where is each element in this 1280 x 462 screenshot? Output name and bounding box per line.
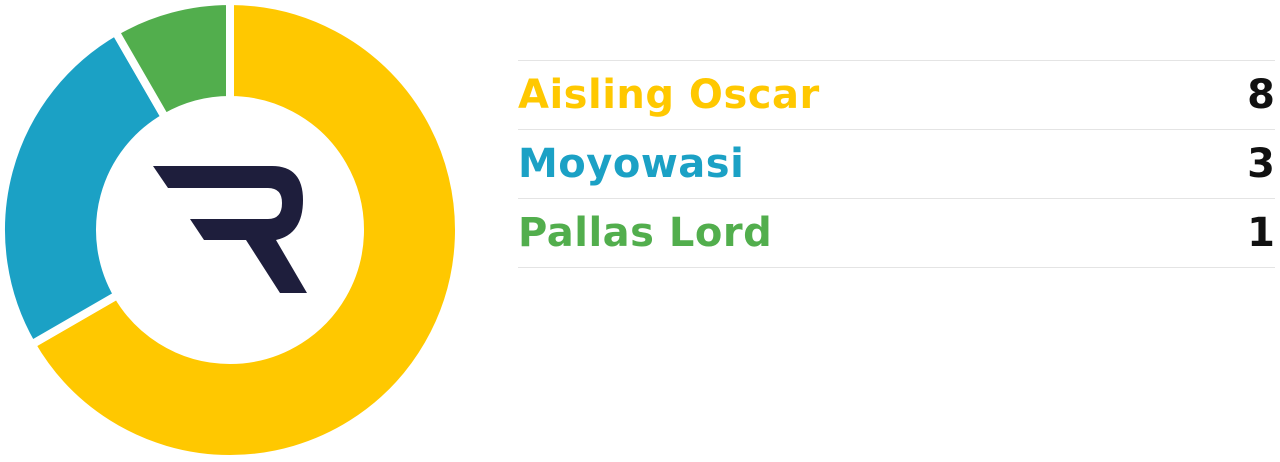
legend-row: Pallas Lord 1 xyxy=(518,198,1275,268)
legend-value: 8 xyxy=(1247,72,1275,118)
donut-chart xyxy=(0,0,462,462)
donut-slice-aisling-oscar xyxy=(26,0,462,462)
legend-label: Pallas Lord xyxy=(518,210,773,256)
logo-r-icon xyxy=(153,166,307,293)
legend-value: 1 xyxy=(1247,210,1275,256)
legend-label: Moyowasi xyxy=(518,141,745,187)
legend-label: Aisling Oscar xyxy=(518,72,820,118)
legend-value: 3 xyxy=(1247,141,1275,187)
legend: Aisling Oscar 8 Moyowasi 3 Pallas Lord 1 xyxy=(518,60,1275,268)
legend-row: Aisling Oscar 8 xyxy=(518,60,1275,129)
donut-slice-moyowasi xyxy=(0,26,171,350)
donut-slice-pallas-lord xyxy=(110,0,234,123)
legend-row: Moyowasi 3 xyxy=(518,129,1275,198)
